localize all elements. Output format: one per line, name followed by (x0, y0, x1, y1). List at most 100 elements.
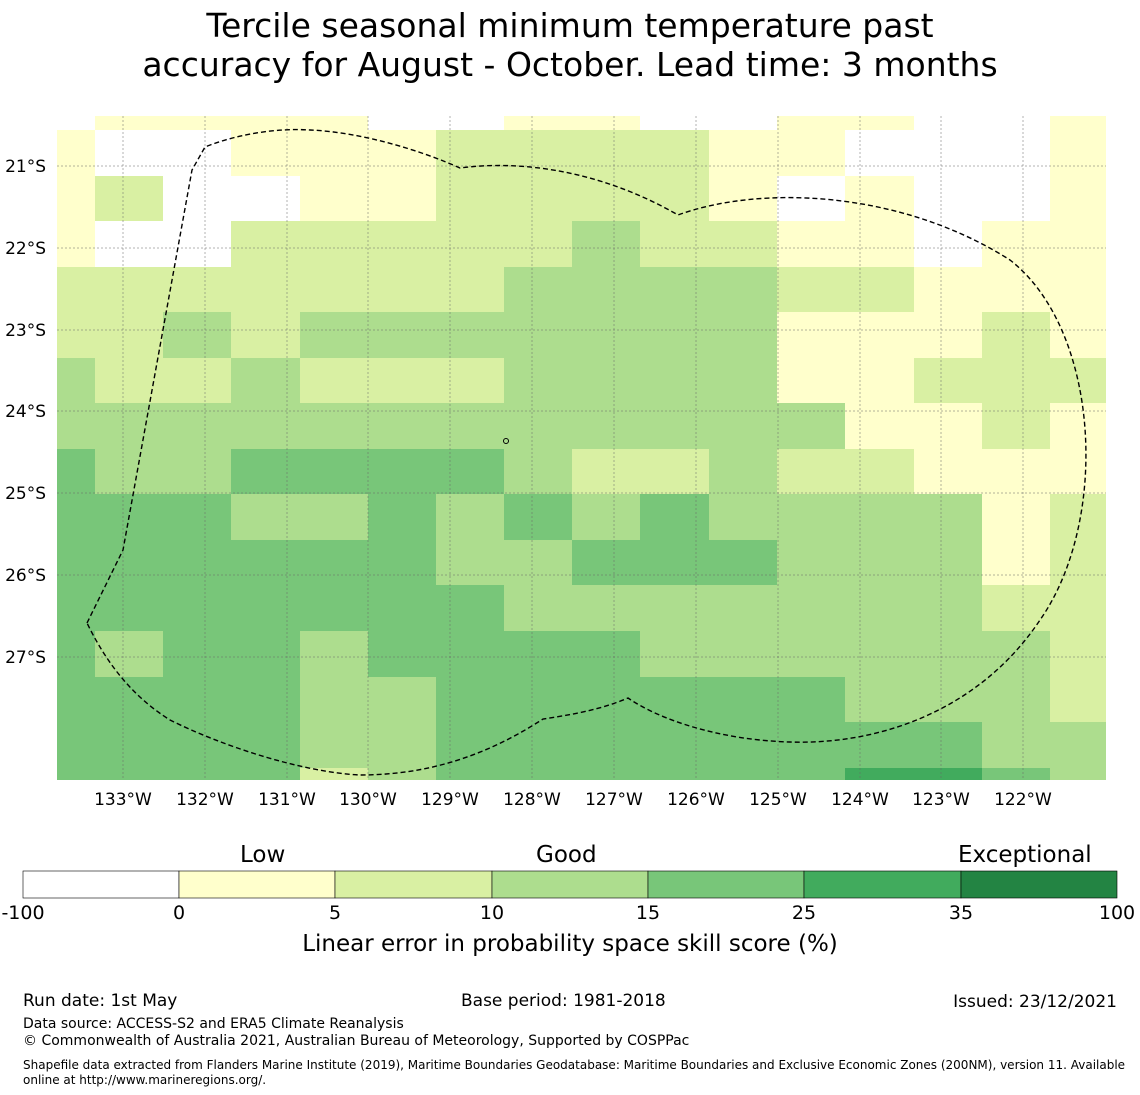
grid-cell (982, 722, 1050, 768)
lon-tick-label: 126°W (667, 790, 725, 810)
grid-cell (777, 631, 845, 677)
grid-cell (504, 312, 572, 358)
grid-cell (1050, 176, 1106, 221)
grid-cell (914, 312, 982, 358)
colorbar-label-good: Good (536, 842, 597, 868)
grid-cell (1050, 449, 1106, 494)
grid-cell (163, 585, 231, 631)
lon-tick-label: 122°W (994, 790, 1052, 810)
grid-cell (640, 176, 709, 221)
grid-cell (1050, 130, 1106, 176)
grid-cell (845, 449, 914, 494)
lon-tick-label: 127°W (585, 790, 643, 810)
grid-cell (300, 494, 368, 540)
grid-cell (504, 116, 572, 130)
colorbar-segment (803, 870, 962, 899)
colorbar-label-exceptional: Exceptional (958, 842, 1092, 868)
grid-cell (777, 403, 845, 449)
grid-cell (57, 631, 95, 677)
grid-cell (914, 631, 982, 677)
grid-cell (777, 312, 845, 358)
grid-cell (436, 312, 504, 358)
grid-cell (300, 631, 368, 677)
grid-cell (982, 677, 1050, 722)
grid-cell (845, 221, 914, 267)
grid-cell (982, 221, 1050, 267)
grid-cell (845, 722, 914, 768)
grid-cell (300, 585, 368, 631)
grid-cell (504, 540, 572, 585)
grid-cell (504, 631, 572, 677)
eez-boundary-outline (86, 128, 1087, 776)
grid-cell (57, 116, 95, 130)
grid-cell (1050, 540, 1106, 585)
grid-cell (368, 631, 436, 677)
grid-cell (1050, 768, 1106, 780)
grid-cell (914, 130, 982, 176)
grid-cell (914, 585, 982, 631)
grid-cell (231, 176, 300, 221)
grid-cell (504, 677, 572, 722)
grid-cell (845, 130, 914, 176)
lat-tick-label: 25°S (5, 484, 46, 504)
grid-cell (914, 540, 982, 585)
grid-cell (572, 116, 640, 130)
grid-cell (436, 494, 504, 540)
grid-cell (436, 540, 504, 585)
grid-cell (640, 449, 709, 494)
run-date: Run date: 1st May (23, 991, 178, 1011)
lon-tick-label: 128°W (503, 790, 561, 810)
grid-cell (504, 768, 572, 780)
grid-cell (914, 768, 982, 780)
grid-cell (368, 768, 436, 780)
grid-cell (163, 494, 231, 540)
colorbar-label-low: Low (240, 842, 286, 868)
grid-cell (777, 116, 845, 130)
grid-cell (95, 403, 163, 449)
grid-cell (845, 631, 914, 677)
colorbar-title: Linear error in probability space skill … (302, 931, 838, 957)
grid-cell (436, 130, 504, 176)
data-source: Data source: ACCESS-S2 and ERA5 Climate … (23, 1016, 404, 1032)
grid-cell (845, 116, 914, 130)
grid-cell (640, 585, 709, 631)
grid-cell (368, 176, 436, 221)
lon-tick-label: 123°W (912, 790, 970, 810)
colorbar (22, 870, 1118, 899)
grid-cell (95, 540, 163, 585)
grid-cell (777, 722, 845, 768)
grid-cell (163, 403, 231, 449)
grid-cell (709, 130, 777, 176)
grid-cell (777, 130, 845, 176)
grid-cell (368, 267, 436, 312)
grid-cell (777, 677, 845, 722)
grid-cell (504, 722, 572, 768)
title-line-1: Tercile seasonal minimum temperature pas… (206, 6, 934, 45)
grid-cell (436, 403, 504, 449)
grid-cell (504, 221, 572, 267)
grid-cell (572, 403, 640, 449)
grid-cell (231, 494, 300, 540)
grid-cell (709, 722, 777, 768)
grid-cell (914, 116, 982, 130)
skill-map: 133°W 132°W 131°W 130°W 129°W 128°W 127°W 126°W… (5, 116, 1106, 810)
grid-cell (436, 358, 504, 403)
grid-cell (1050, 677, 1106, 722)
colorbar-tick-2: 5 (328, 902, 342, 924)
grid-cell (572, 722, 640, 768)
grid-cell (777, 267, 845, 312)
grid-cell (368, 312, 436, 358)
grid-cell (640, 722, 709, 768)
grid-cell (845, 768, 914, 780)
grid-cell (982, 130, 1050, 176)
grid-cell (231, 768, 300, 780)
grid-cell (57, 312, 95, 358)
grid-cell (982, 449, 1050, 494)
lat-tick-label: 24°S (5, 402, 46, 422)
grid-cell (368, 722, 436, 768)
grid-cell (95, 722, 163, 768)
grid-cell (845, 312, 914, 358)
grid-cell (231, 267, 300, 312)
grid-cell (914, 494, 982, 540)
grid-cell (504, 176, 572, 221)
